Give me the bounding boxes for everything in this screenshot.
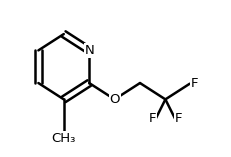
Text: CH₃: CH₃ <box>52 132 76 145</box>
Text: O: O <box>109 93 120 106</box>
Text: N: N <box>84 44 94 57</box>
Text: F: F <box>149 112 156 125</box>
Text: F: F <box>174 112 182 125</box>
Text: F: F <box>191 76 198 89</box>
